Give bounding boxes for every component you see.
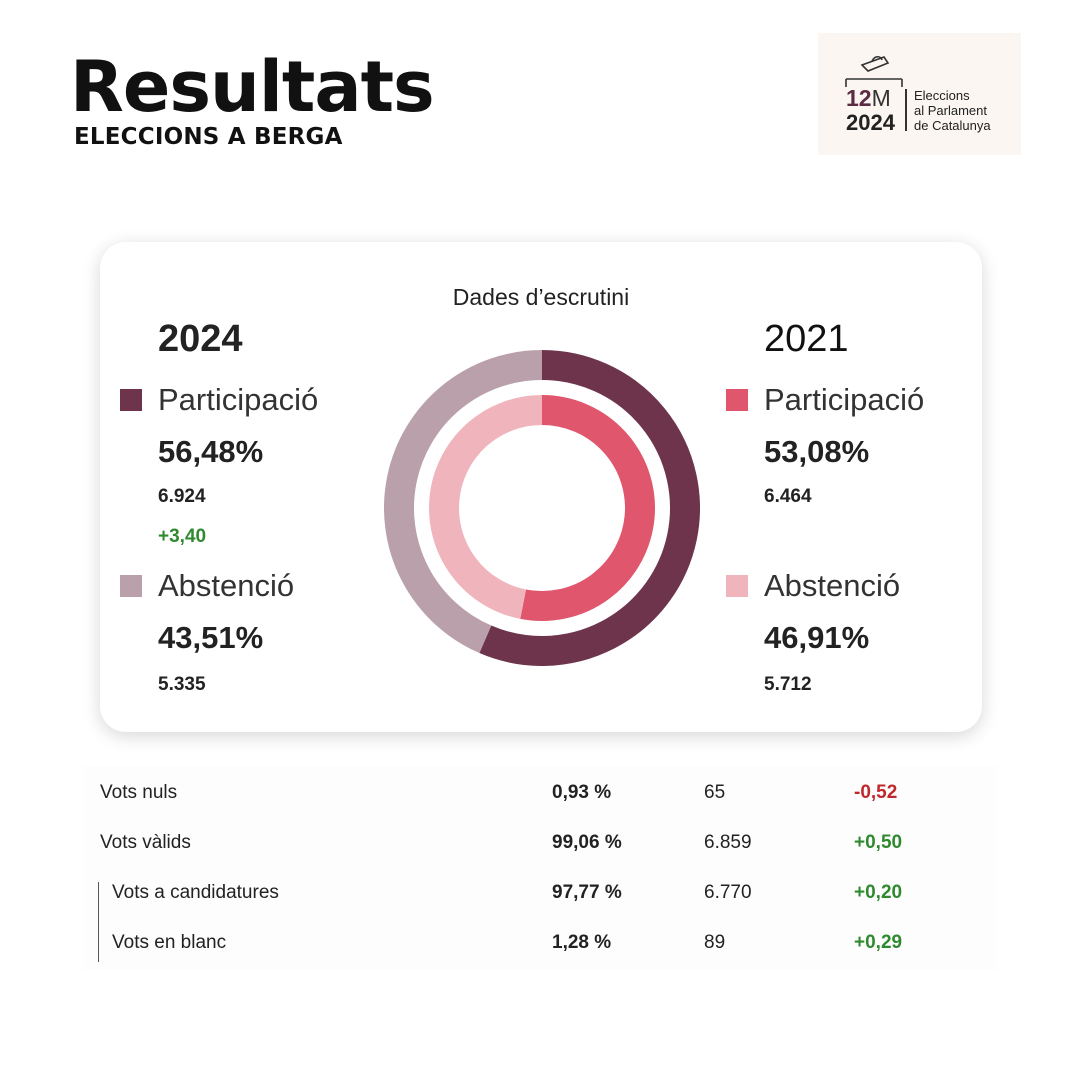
participation-pct-2024: 56,48% bbox=[158, 434, 264, 469]
swatch-participation-2021 bbox=[726, 389, 748, 411]
swatch-participation-2024 bbox=[120, 389, 142, 411]
election-logo: 12M 2024 Eleccions al Parlament de Catal… bbox=[818, 33, 1021, 155]
abstention-pct-2024: 43,51% bbox=[158, 620, 264, 655]
chart-title: Dades d’escrutini bbox=[452, 284, 630, 310]
participation-pct-2021: 53,08% bbox=[764, 434, 870, 469]
row-percentage: 1,28 % bbox=[552, 932, 612, 953]
turnout-donut-chart bbox=[384, 350, 700, 666]
legend-participation-2024: Participació bbox=[120, 382, 318, 418]
row-votes: 65 bbox=[704, 782, 726, 803]
year-2024-label: 2024 bbox=[158, 318, 243, 360]
participation-delta-2024: +3,40 bbox=[158, 526, 207, 547]
ballot-box-icon bbox=[845, 55, 903, 87]
donut-slice-2021-abstenció bbox=[429, 395, 543, 619]
row-label: Vots nuls bbox=[100, 782, 178, 803]
legend-abstention-2024: Abstenció bbox=[120, 568, 294, 604]
logo-divider bbox=[905, 89, 907, 131]
logo-date: 12M bbox=[846, 85, 891, 111]
table-row: Vots nuls 0,93 % 65 -0,52 bbox=[84, 782, 996, 812]
year-2021-label: 2021 bbox=[764, 318, 849, 360]
row-votes: 89 bbox=[704, 932, 726, 953]
row-percentage: 97,77 % bbox=[552, 882, 622, 903]
participation-votes-2021: 6.464 bbox=[764, 486, 812, 507]
row-label: Vots a candidatures bbox=[112, 882, 279, 903]
swatch-abstention-2021 bbox=[726, 575, 748, 597]
abstention-votes-2021: 5.712 bbox=[764, 674, 812, 695]
page-subtitle: ELECCIONS A BERGA bbox=[74, 124, 343, 150]
row-votes: 6.770 bbox=[704, 882, 752, 903]
legend-abstention-2021: Abstenció bbox=[726, 568, 900, 604]
row-label: Vots en blanc bbox=[112, 932, 227, 953]
table-row: Vots en blanc 1,28 % 89 +0,29 bbox=[84, 932, 996, 962]
table-row: Vots vàlids 99,06 % 6.859 +0,50 bbox=[84, 832, 996, 862]
results-card: Dades d’escrutini 2024 Participació 56,4… bbox=[100, 242, 982, 732]
donut-slice-2021-participació bbox=[520, 395, 655, 621]
row-label: Vots vàlids bbox=[100, 832, 191, 853]
abstention-votes-2024: 5.335 bbox=[158, 674, 206, 695]
logo-text: Eleccions al Parlament de Catalunya bbox=[914, 88, 991, 133]
table-row: Vots a candidatures 97,77 % 6.770 +0,20 bbox=[84, 882, 996, 912]
row-percentage: 0,93 % bbox=[552, 782, 612, 803]
logo-year: 2024 bbox=[846, 110, 895, 135]
row-delta: +0,29 bbox=[854, 932, 903, 953]
page-title: Resultats bbox=[70, 46, 435, 128]
swatch-abstention-2024 bbox=[120, 575, 142, 597]
vote-breakdown-table: Vots nuls 0,93 % 65 -0,52 Vots vàlids 99,06 %… bbox=[84, 766, 996, 970]
abstention-pct-2021: 46,91% bbox=[764, 620, 870, 655]
row-delta: +0,20 bbox=[854, 882, 903, 903]
row-votes: 6.859 bbox=[704, 832, 752, 853]
indent-guide bbox=[98, 882, 99, 962]
donut-slice-2024-abstenció bbox=[384, 350, 543, 654]
row-delta: -0,52 bbox=[854, 782, 898, 803]
participation-votes-2024: 6.924 bbox=[158, 486, 206, 507]
row-delta: +0,50 bbox=[854, 832, 903, 853]
legend-participation-2021: Participació bbox=[726, 382, 924, 418]
donut-slice-2024-participació bbox=[479, 350, 700, 666]
row-percentage: 99,06 % bbox=[552, 832, 622, 853]
